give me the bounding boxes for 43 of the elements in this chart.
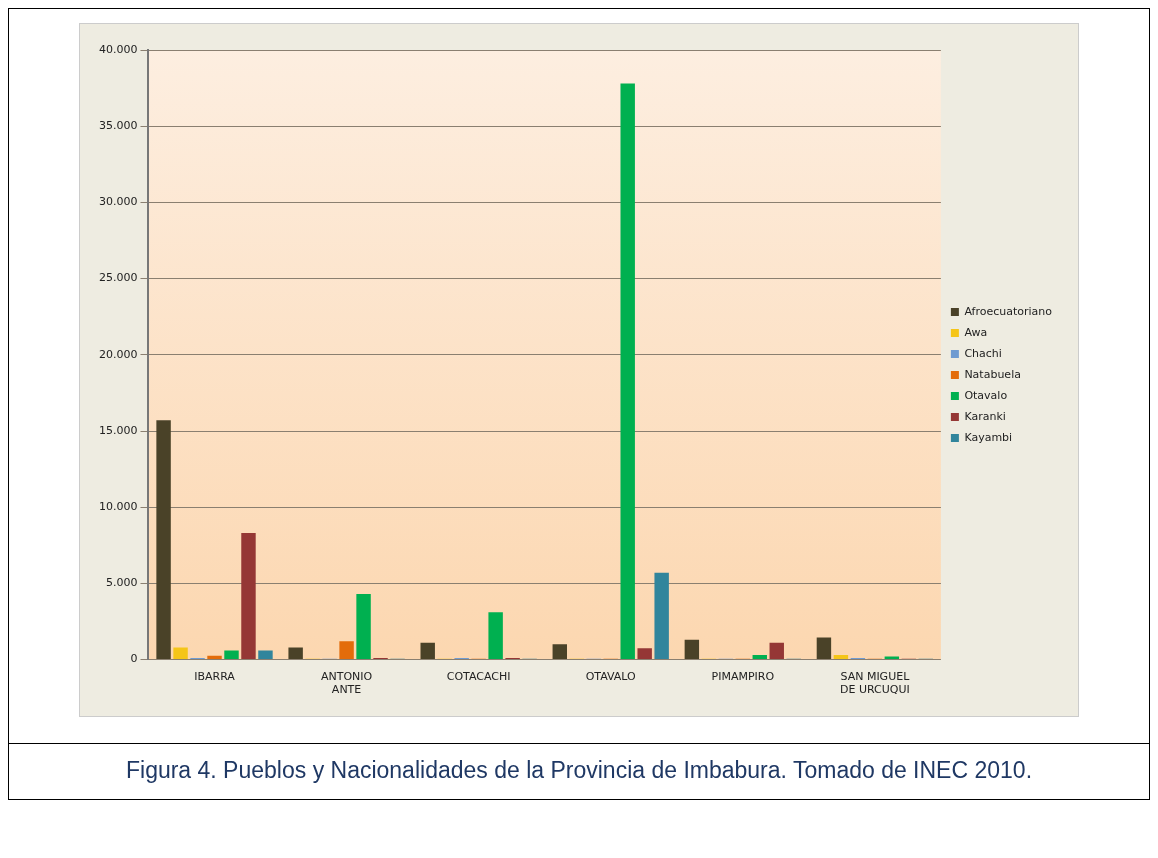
bar [552, 644, 567, 660]
y-tick-label: 25.000 [98, 271, 138, 285]
bar [833, 655, 849, 660]
y-tick-label: 10.000 [98, 500, 138, 514]
bar [637, 648, 652, 660]
y-tick-label: 20.000 [98, 347, 138, 361]
legend-label: Chachi [964, 346, 1002, 360]
bar [769, 642, 784, 660]
y-tick-label: 0 [130, 652, 138, 666]
x-tick-label: PIMAMPIRO [711, 670, 775, 684]
y-tick-label: 15.000 [98, 423, 138, 437]
bar [207, 655, 222, 660]
text: Figura 4. Pueblos y Nacionalidades de la Provincia de Imbabura. Tomado de INEC 2010. [124, 756, 1034, 785]
y-tick-label: 30.000 [98, 195, 138, 209]
bar [173, 647, 188, 660]
legend-label: Afroecuatoriano [964, 304, 1053, 318]
x-tick-label: IBARRA [194, 670, 236, 684]
bar [224, 650, 239, 660]
legend-label: Karanki [964, 409, 1006, 423]
bar [241, 533, 256, 660]
x-tick-label: SAN MIGUEL DE URCUQUI [839, 670, 911, 697]
bar [752, 655, 767, 660]
bar [654, 572, 669, 660]
legend-label: Otavalo [964, 388, 1008, 402]
bar [258, 650, 273, 660]
bar [420, 642, 435, 660]
y-tick-label: 40.000 [98, 42, 138, 56]
bar [816, 637, 832, 660]
bar [684, 639, 700, 660]
bar [288, 647, 303, 660]
x-tick-label: ANTONIO ANTE [320, 670, 373, 697]
legend-label: Natabuela [964, 367, 1021, 381]
bar [488, 612, 503, 660]
legend-label: Kayambi [964, 430, 1013, 444]
y-tick-label: 35.000 [98, 119, 138, 133]
bar [339, 641, 354, 660]
bar [356, 594, 371, 660]
x-tick-label: OTAVALO [585, 670, 637, 684]
y-tick-label: 5.000 [105, 576, 138, 590]
bar [620, 83, 635, 660]
x-tick-label: COTACACHI [446, 670, 511, 684]
bar [156, 420, 171, 660]
legend-label: Awa [964, 325, 988, 339]
